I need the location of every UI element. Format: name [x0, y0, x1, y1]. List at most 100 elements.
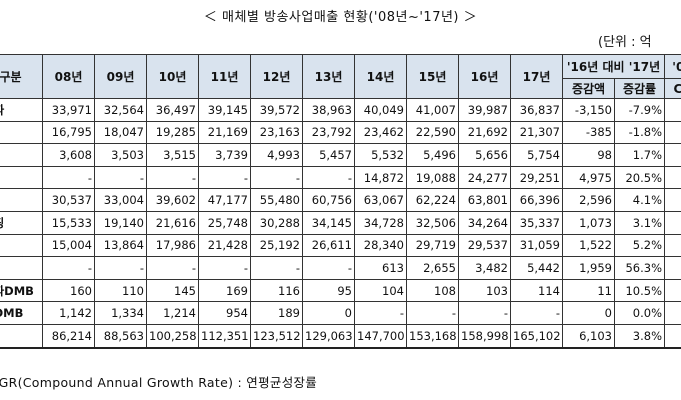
- table-cell: 0.: [664, 98, 681, 122]
- table-cell: 29,537: [458, 233, 511, 258]
- table-cell: 25,192: [250, 233, 303, 258]
- header-year: 12년: [250, 54, 303, 99]
- table-cell: -: [510, 301, 563, 325]
- row-label: [0, 256, 43, 280]
- table-cell: 29,251: [510, 165, 563, 190]
- table-cell: 110: [94, 278, 147, 303]
- table-cell: 3,482: [458, 256, 511, 280]
- table-cell: 1,214: [146, 301, 199, 325]
- table-cell: 1,073: [562, 210, 615, 235]
- table-cell: -3,150: [562, 98, 615, 122]
- table-cell: -: [302, 256, 355, 280]
- table-cell: 25.: [664, 165, 681, 190]
- table-cell: 19,285: [146, 120, 199, 145]
- table-cell: 88,563: [94, 323, 147, 349]
- table-cell: 55,480: [250, 188, 303, 212]
- table-cell: 38,963: [302, 98, 355, 122]
- header-year: 09년: [94, 54, 147, 99]
- table-cell: 3.8%: [613, 323, 666, 349]
- table-cell: 95: [302, 278, 355, 303]
- table-cell: 21,692: [458, 120, 511, 145]
- table-cell: -: [250, 165, 303, 190]
- table-cell: 35,337: [510, 210, 563, 235]
- table-cell: -: [406, 301, 459, 325]
- table-cell: 107: [664, 256, 681, 280]
- table-cell: 160: [42, 278, 95, 303]
- table-cell: 8.: [664, 233, 681, 258]
- table-cell: 40,049: [354, 98, 407, 122]
- table-row: 상파DMB160110145169116951041081031141110.5…: [0, 278, 681, 303]
- table-cell: 129,063: [302, 323, 355, 349]
- table-cell: 11: [562, 278, 615, 303]
- table-row: 86,214 88,563 100,258 112,351 123,512 129,063…: [0, 323, 681, 349]
- table-cell: 158,998: [458, 323, 511, 349]
- table-cell: 21,616: [146, 210, 199, 235]
- table-cell: 21,307: [510, 120, 563, 145]
- row-label: 상파: [0, 98, 43, 122]
- table-cell: 47,177: [198, 188, 251, 212]
- table-cell: 2,655: [406, 256, 459, 280]
- row-label: V: [0, 165, 43, 190]
- table-cell: 954: [198, 301, 251, 325]
- table-cell: 116: [250, 278, 303, 303]
- table-cell: 4,975: [562, 165, 615, 190]
- table-cell: 1,959: [562, 256, 615, 280]
- table-cell: 39,602: [146, 188, 199, 212]
- table-cell: 26,611: [302, 233, 355, 258]
- table-cell: 20.5%: [613, 165, 666, 190]
- table-cell: -: [458, 301, 511, 325]
- table-cell: 16,795: [42, 120, 95, 145]
- table-cell: 1,334: [94, 301, 147, 325]
- table-cell: 36,837: [510, 98, 563, 122]
- table-cell: 39,987: [458, 98, 511, 122]
- table-cell: 5,457: [302, 143, 355, 167]
- row-label: 상파DMB: [0, 278, 43, 303]
- table-cell: -1.8%: [613, 120, 666, 145]
- table-cell: 5,754: [510, 143, 563, 167]
- table-cell: 23,462: [354, 120, 407, 145]
- table-cell: 0: [562, 301, 615, 325]
- table-cell: 3,503: [94, 143, 147, 167]
- table-cell: 165,102: [510, 323, 563, 349]
- header-year: 11년: [198, 54, 251, 99]
- table-cell: 6,103: [562, 323, 615, 349]
- table-row: 30,537 33,004 39,602 47,177 55,480 60,756 63,0…: [0, 188, 681, 212]
- table-cell: 63,801: [458, 188, 511, 212]
- table-cell: -: [354, 301, 407, 325]
- header-year: 16년: [458, 54, 511, 99]
- table-cell: 5,442: [510, 256, 563, 280]
- table-cell: 62,224: [406, 188, 459, 212]
- table-cell: 3.1%: [613, 210, 666, 235]
- table-cell: 23,163: [250, 120, 303, 145]
- header-year: 14년: [354, 54, 407, 99]
- row-label: [0, 120, 43, 145]
- table-cell: 39,145: [198, 98, 251, 122]
- table-cell: 147,700: [354, 323, 407, 349]
- table-cell: 34,264: [458, 210, 511, 235]
- table-cell: 98: [562, 143, 615, 167]
- table-cell: 0.: [664, 301, 681, 325]
- table-cell: 169: [198, 278, 251, 303]
- header-year: 10년: [146, 54, 199, 99]
- table-row: 16,795 18,047 19,285 21,169 23,163 23,792 23,4…: [0, 120, 681, 145]
- header-change-rate: 증감률: [613, 78, 666, 99]
- table-cell: -: [94, 256, 147, 280]
- table-cell: 30,288: [250, 210, 303, 235]
- row-label: 반: [0, 233, 43, 258]
- row-label: 성DMB: [0, 301, 43, 325]
- row-label: [0, 188, 43, 212]
- header-compare: '16년 대비 '17년: [561, 54, 666, 79]
- header-year: 13년: [302, 54, 355, 99]
- table-cell: -: [146, 256, 199, 280]
- table-cell: 36,497: [146, 98, 199, 122]
- table-cell: 33,971: [42, 98, 95, 122]
- header-cagr-top: '08~: [664, 54, 681, 79]
- table-row: 쇼핑15,53319,14021,61625,74830,28834,14534…: [0, 210, 681, 235]
- table-cell: -: [198, 256, 251, 280]
- table-cell: 3,515: [146, 143, 199, 167]
- table-cell: 23,792: [302, 120, 355, 145]
- footnote: AGR(Compound Annual Growth Rate) : 연평균성장…: [0, 375, 318, 390]
- table-cell: 60,756: [302, 188, 355, 212]
- table-cell: 1.7%: [613, 143, 666, 167]
